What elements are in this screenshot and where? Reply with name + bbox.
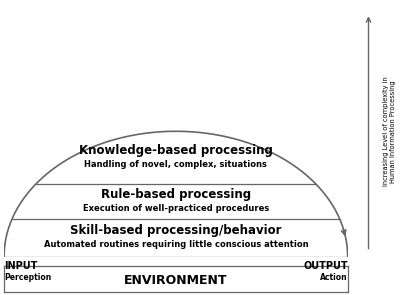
Text: Knowledge-based processing: Knowledge-based processing xyxy=(79,144,273,157)
Text: OUTPUT: OUTPUT xyxy=(303,261,348,271)
Text: Handling of novel, complex, situations: Handling of novel, complex, situations xyxy=(84,160,267,169)
Text: ENVIRONMENT: ENVIRONMENT xyxy=(124,273,228,287)
Text: Skill-based processing/behavior: Skill-based processing/behavior xyxy=(70,224,282,237)
Text: Action: Action xyxy=(320,273,348,282)
Text: Rule-based processing: Rule-based processing xyxy=(101,188,251,201)
Text: Automated routines requiring little conscious attention: Automated routines requiring little cons… xyxy=(43,240,308,249)
Text: INPUT: INPUT xyxy=(4,261,38,271)
Text: Perception: Perception xyxy=(4,273,52,282)
Text: Execution of well-practiced procedures: Execution of well-practiced procedures xyxy=(83,204,269,213)
Text: Increasing Level of complexity in
Human Information Processing: Increasing Level of complexity in Human … xyxy=(383,76,396,186)
